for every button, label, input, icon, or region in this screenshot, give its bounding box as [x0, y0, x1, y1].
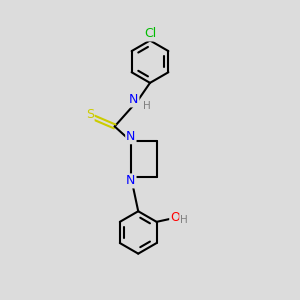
Text: O: O [170, 211, 180, 224]
Text: S: S [85, 108, 94, 121]
Text: H: H [142, 101, 150, 111]
Text: N: N [129, 93, 139, 106]
Text: N: N [126, 130, 136, 143]
Text: N: N [126, 174, 136, 188]
Text: H: H [180, 215, 188, 225]
Text: Cl: Cl [144, 28, 156, 40]
